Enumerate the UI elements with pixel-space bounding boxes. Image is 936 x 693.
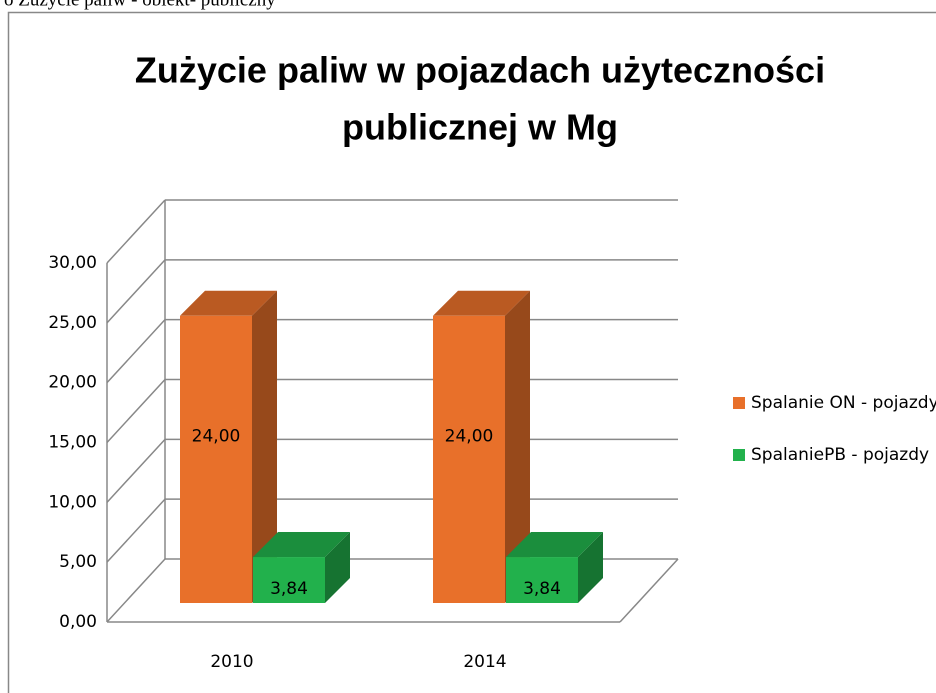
bar <box>180 315 252 603</box>
bar-side <box>505 290 530 603</box>
data-label: 24,00 <box>192 426 241 446</box>
bar <box>506 557 578 603</box>
data-label: 3,84 <box>523 579 561 599</box>
y-tick-label: 5,00 <box>59 552 97 572</box>
legend-swatch <box>733 449 745 461</box>
grid-line <box>106 378 166 444</box>
x-tick-label: 2010 <box>210 652 253 672</box>
caption: o Zużycie paliw - obiekt- publiczny <box>4 0 276 10</box>
bar-top <box>180 290 277 316</box>
bar-side <box>325 532 350 603</box>
bar <box>433 315 505 603</box>
x-tick-label: 2014 <box>463 652 506 672</box>
data-label: 24,00 <box>445 426 494 446</box>
y-tick-label: 0,00 <box>59 612 97 632</box>
legend-label: Spalanie ON - pojazdy <box>751 393 936 413</box>
y-tick-label: 30,00 <box>48 253 97 273</box>
y-tick-label: 20,00 <box>48 373 97 393</box>
bar-side <box>578 532 603 603</box>
y-tick-label: 10,00 <box>48 492 97 512</box>
bar-top <box>506 532 603 558</box>
bar-top <box>253 532 350 558</box>
chart-title: Zużycie paliw w pojazdach użyteczności <box>135 50 825 91</box>
bar <box>253 557 325 603</box>
floor-edge <box>619 558 679 623</box>
grid-line <box>106 558 166 623</box>
grid-line <box>106 498 166 563</box>
chart-title: publicznej w Mg <box>342 107 618 148</box>
y-tick-label: 25,00 <box>48 313 97 333</box>
data-label: 3,84 <box>270 579 308 599</box>
bar-side <box>252 290 277 603</box>
chart-frame <box>7 11 936 693</box>
grid-line <box>106 438 166 503</box>
y-tick-label: 15,00 <box>48 433 97 453</box>
grid-line <box>106 259 166 324</box>
grid-line <box>106 199 166 264</box>
legend-label: SpalaniePB - pojazdy <box>751 445 929 465</box>
grid-line <box>106 319 166 384</box>
legend-swatch <box>733 397 745 409</box>
bar-top <box>433 290 530 316</box>
